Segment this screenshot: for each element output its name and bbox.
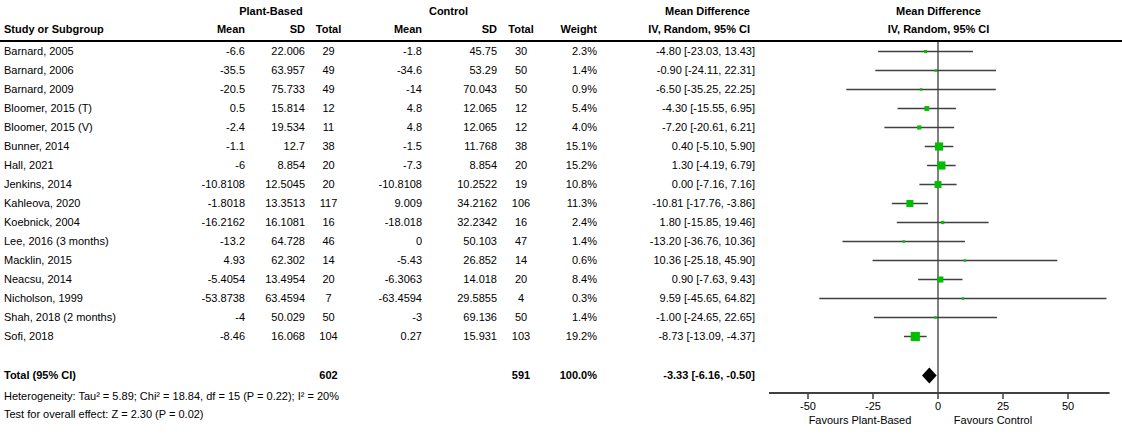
effect-square: [937, 161, 945, 169]
effect-square: [902, 240, 905, 243]
effect-square: [935, 142, 943, 150]
x-axis-tick-label: 50: [1062, 400, 1074, 412]
effect-square: [962, 297, 965, 300]
effect-square: [906, 200, 913, 207]
effect-square: [911, 332, 920, 341]
effect-square: [935, 181, 942, 188]
forest-plot-figure: Plant-Based Control Mean Difference Mean…: [0, 0, 1122, 442]
effect-square: [937, 276, 943, 282]
favours-right-label: Favours Control: [954, 414, 1032, 426]
x-axis-tick-label: -25: [865, 400, 881, 412]
effect-square: [934, 316, 937, 319]
x-axis-tick-label: -50: [800, 400, 816, 412]
forest-plot-canvas: -50 -25 0 25 50 Favours Plant-Based Favours Co…: [0, 0, 1122, 442]
effect-square: [924, 106, 929, 111]
pooled-diamond: [922, 368, 937, 384]
x-axis-tick-label: 0: [935, 400, 941, 412]
effect-square: [924, 50, 927, 53]
x-axis-tick-label: 25: [997, 400, 1009, 412]
effect-square: [917, 125, 921, 129]
effect-square: [920, 88, 923, 91]
effect-square: [934, 69, 937, 72]
favours-left-label: Favours Plant-Based: [809, 414, 912, 426]
effect-square: [941, 221, 944, 224]
effect-square: [964, 259, 967, 262]
